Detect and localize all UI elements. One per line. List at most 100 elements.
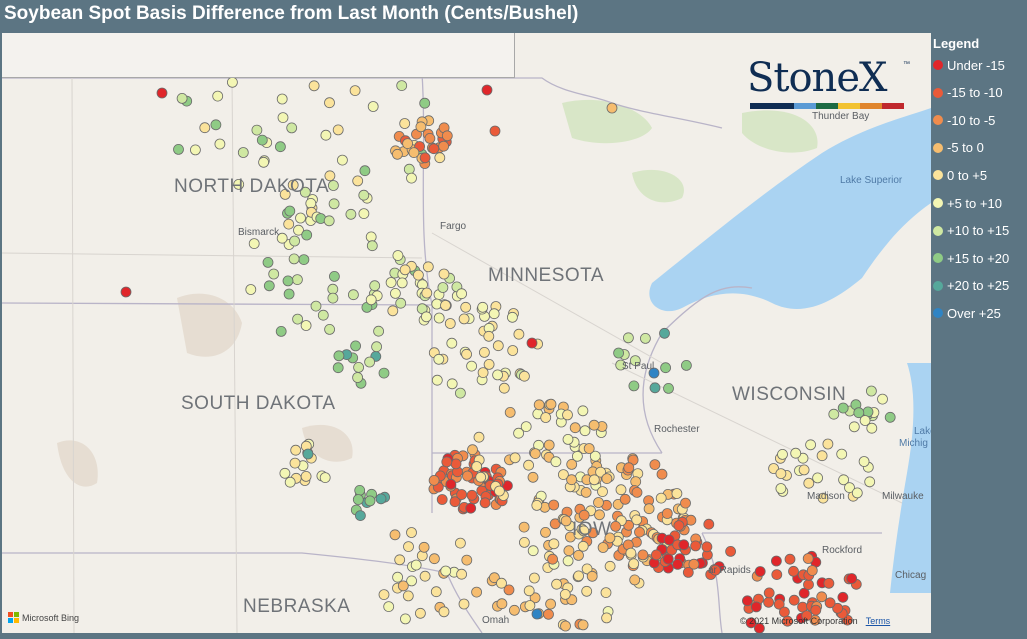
map-point[interactable] bbox=[308, 80, 320, 92]
legend-item[interactable]: Over +25 bbox=[931, 303, 1027, 323]
map-point[interactable] bbox=[274, 141, 286, 153]
map-point[interactable] bbox=[279, 188, 291, 200]
map-point[interactable] bbox=[547, 553, 558, 565]
map-point[interactable] bbox=[481, 84, 493, 96]
map-point[interactable] bbox=[566, 474, 577, 486]
map-point[interactable] bbox=[456, 489, 468, 500]
map-point[interactable] bbox=[369, 280, 381, 292]
map-point[interactable] bbox=[784, 553, 796, 565]
map-point[interactable] bbox=[364, 356, 376, 368]
map-point[interactable] bbox=[750, 601, 762, 613]
map-point[interactable] bbox=[754, 622, 765, 633]
map-point[interactable] bbox=[866, 422, 878, 434]
map-point[interactable] bbox=[414, 607, 426, 619]
map-point[interactable] bbox=[428, 143, 440, 155]
map-point[interactable] bbox=[578, 525, 590, 537]
map-point[interactable] bbox=[392, 250, 404, 261]
map-point[interactable] bbox=[396, 80, 408, 91]
map-point[interactable] bbox=[742, 595, 753, 607]
map-point[interactable] bbox=[359, 165, 371, 177]
map-point[interactable] bbox=[673, 520, 685, 532]
map-point[interactable] bbox=[672, 559, 683, 570]
map-point[interactable] bbox=[623, 332, 634, 344]
map-point[interactable] bbox=[433, 312, 445, 324]
map-point[interactable] bbox=[397, 580, 409, 592]
map-point[interactable] bbox=[661, 508, 673, 519]
map-point[interactable] bbox=[595, 466, 606, 478]
map-point[interactable] bbox=[543, 439, 555, 451]
map-point[interactable] bbox=[816, 591, 828, 603]
legend-item[interactable]: -5 to 0 bbox=[931, 138, 1027, 158]
map-point[interactable] bbox=[604, 560, 616, 572]
map-point[interactable] bbox=[458, 313, 470, 325]
map-point[interactable] bbox=[701, 541, 713, 553]
map-point[interactable] bbox=[588, 419, 600, 431]
map-point[interactable] bbox=[302, 448, 314, 460]
map-point[interactable] bbox=[268, 268, 280, 280]
map-point[interactable] bbox=[214, 138, 226, 150]
map-point[interactable] bbox=[212, 90, 224, 102]
map-point[interactable] bbox=[387, 305, 399, 317]
map-point[interactable] bbox=[350, 340, 362, 352]
map-point[interactable] bbox=[688, 558, 700, 570]
map-point[interactable] bbox=[581, 585, 593, 597]
map-point[interactable] bbox=[288, 253, 300, 265]
map-point[interactable] bbox=[788, 594, 800, 606]
map-point[interactable] bbox=[513, 427, 524, 439]
map-point[interactable] bbox=[434, 152, 446, 164]
map-point[interactable] bbox=[877, 393, 888, 405]
map-point[interactable] bbox=[615, 359, 627, 371]
map-point[interactable] bbox=[286, 122, 298, 134]
map-point[interactable] bbox=[651, 549, 662, 561]
map-point[interactable] bbox=[262, 256, 274, 268]
map-point[interactable] bbox=[777, 448, 788, 460]
map-point[interactable] bbox=[446, 378, 458, 390]
map-point[interactable] bbox=[527, 545, 539, 557]
map-point[interactable] bbox=[797, 452, 809, 464]
map-point[interactable] bbox=[477, 301, 489, 313]
map-point[interactable] bbox=[802, 553, 814, 564]
map-point[interactable] bbox=[540, 526, 551, 538]
map-point[interactable] bbox=[424, 133, 436, 144]
map-point[interactable] bbox=[419, 152, 431, 164]
map-point[interactable] bbox=[444, 318, 456, 329]
map-point[interactable] bbox=[637, 549, 649, 561]
map-point[interactable] bbox=[858, 456, 870, 467]
map-point[interactable] bbox=[577, 405, 589, 417]
map-point[interactable] bbox=[545, 398, 557, 410]
map-point[interactable] bbox=[773, 598, 785, 610]
map-point[interactable] bbox=[418, 541, 430, 553]
map-point[interactable] bbox=[461, 348, 473, 360]
map-point[interactable] bbox=[475, 471, 487, 483]
legend-item[interactable]: 0 to +5 bbox=[931, 165, 1027, 185]
map-point[interactable] bbox=[399, 613, 411, 625]
map-point[interactable] bbox=[394, 554, 406, 566]
map-point[interactable] bbox=[798, 587, 810, 599]
map-point[interactable] bbox=[441, 130, 453, 142]
map-point[interactable] bbox=[725, 546, 736, 557]
map-point[interactable] bbox=[290, 444, 302, 456]
map-point[interactable] bbox=[283, 288, 295, 300]
map-point[interactable] bbox=[594, 509, 605, 521]
map-point[interactable] bbox=[660, 362, 671, 374]
map-point[interactable] bbox=[558, 469, 569, 481]
map-point[interactable] bbox=[492, 369, 504, 381]
map-point[interactable] bbox=[548, 499, 560, 511]
map-point[interactable] bbox=[438, 268, 450, 280]
map-point[interactable] bbox=[120, 286, 132, 298]
map-point[interactable] bbox=[562, 555, 574, 567]
map-point[interactable] bbox=[851, 487, 863, 499]
map-point[interactable] bbox=[550, 456, 562, 468]
map-point[interactable] bbox=[483, 330, 495, 342]
map-point[interactable] bbox=[420, 311, 432, 323]
map-point[interactable] bbox=[545, 598, 556, 610]
map-point[interactable] bbox=[518, 521, 530, 533]
map-point[interactable] bbox=[410, 559, 422, 571]
map-point[interactable] bbox=[593, 497, 604, 508]
map-point[interactable] bbox=[440, 565, 452, 577]
map-point[interactable] bbox=[449, 496, 461, 508]
map-point[interactable] bbox=[327, 180, 339, 191]
map-point[interactable] bbox=[601, 612, 612, 624]
map-point[interactable] bbox=[803, 477, 815, 489]
map-point[interactable] bbox=[366, 240, 378, 252]
